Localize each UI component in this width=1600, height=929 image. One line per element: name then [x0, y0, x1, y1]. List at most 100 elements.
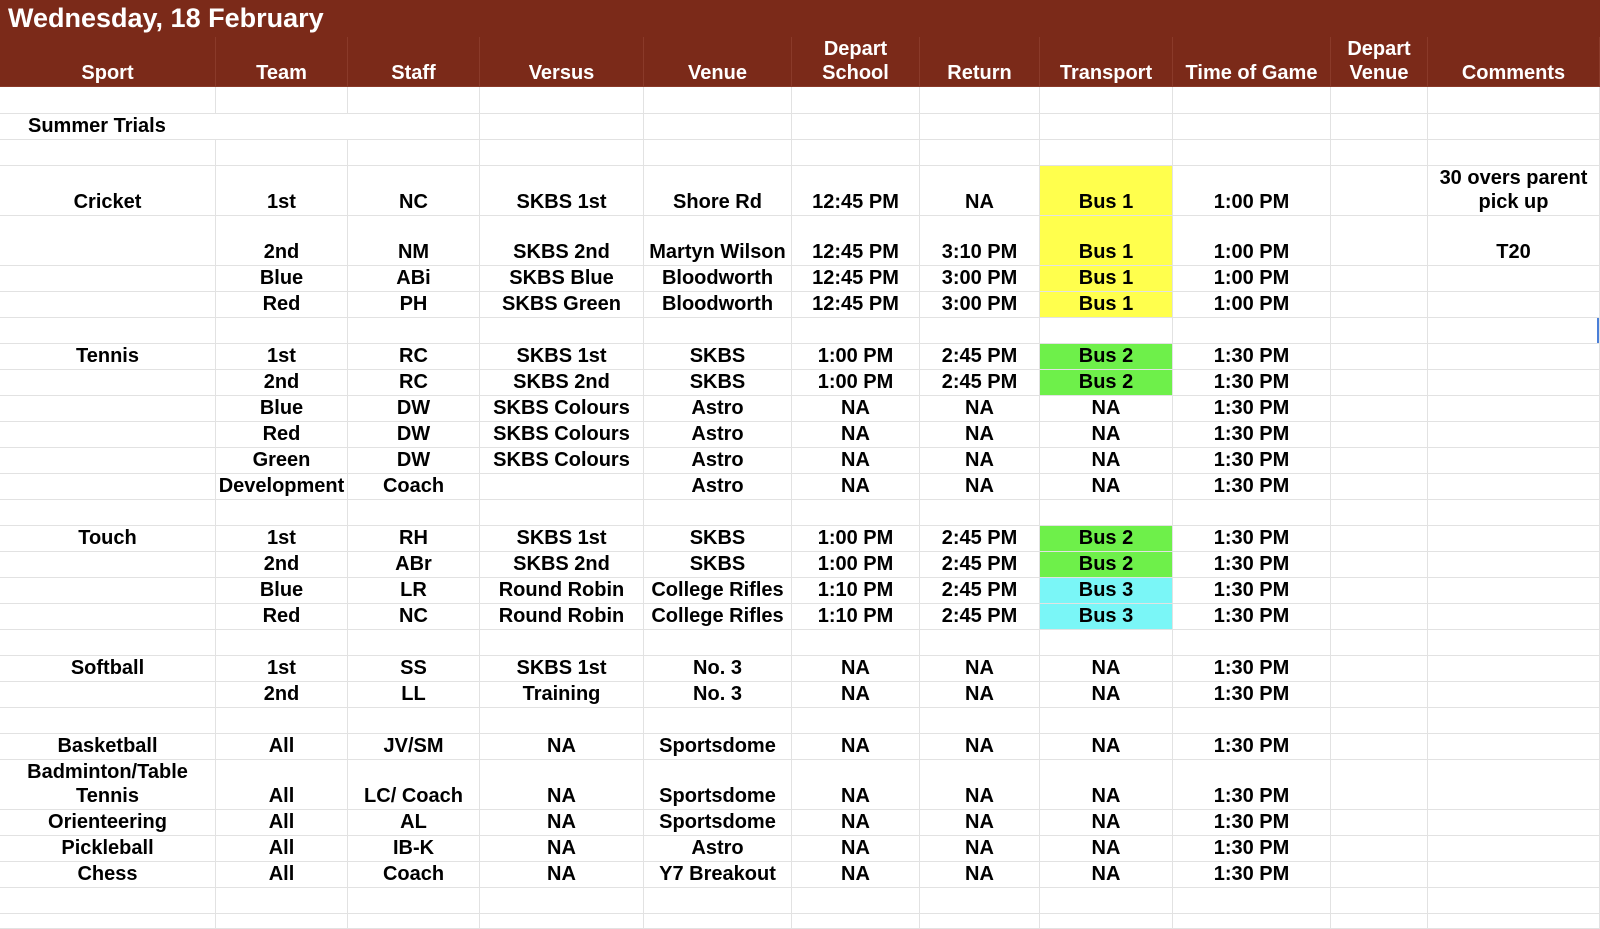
header-depart[interactable]: Depart School: [792, 37, 920, 87]
empty-cell[interactable]: [480, 114, 644, 140]
table-cell-team[interactable]: 1st: [216, 526, 348, 552]
table-cell-staff[interactable]: NM: [348, 216, 480, 266]
empty-cell[interactable]: [792, 87, 920, 114]
empty-cell[interactable]: [644, 140, 792, 166]
empty-cell[interactable]: [0, 318, 216, 344]
empty-cell[interactable]: [644, 888, 792, 914]
table-cell-time[interactable]: 1:30 PM: [1173, 862, 1331, 888]
header-venue[interactable]: Venue: [644, 37, 792, 87]
empty-cell[interactable]: [0, 140, 216, 166]
empty-cell[interactable]: [216, 500, 348, 526]
table-cell-comments[interactable]: [1428, 474, 1600, 500]
table-cell-versus[interactable]: NA: [480, 836, 644, 862]
table-cell-staff[interactable]: ABr: [348, 552, 480, 578]
table-cell-transport[interactable]: Bus 2: [1040, 526, 1173, 552]
table-cell-comments[interactable]: [1428, 266, 1600, 292]
table-cell-versus[interactable]: SKBS Blue: [480, 266, 644, 292]
empty-cell[interactable]: [1173, 114, 1331, 140]
table-cell-versus[interactable]: SKBS Green: [480, 292, 644, 318]
table-cell-venue[interactable]: SKBS: [644, 344, 792, 370]
table-cell-depart-venue[interactable]: [1331, 656, 1428, 682]
table-cell-transport[interactable]: NA: [1040, 448, 1173, 474]
table-cell-comments[interactable]: [1428, 836, 1600, 862]
header-team[interactable]: Team: [216, 37, 348, 87]
empty-cell[interactable]: [792, 888, 920, 914]
table-cell-depart[interactable]: NA: [792, 810, 920, 836]
table-cell-team[interactable]: Development: [216, 474, 348, 500]
empty-cell[interactable]: [480, 914, 644, 929]
table-cell-versus[interactable]: SKBS 2nd: [480, 552, 644, 578]
table-cell-depart-venue[interactable]: [1331, 862, 1428, 888]
table-cell-venue[interactable]: SKBS: [644, 552, 792, 578]
header-transport[interactable]: Transport: [1040, 37, 1173, 87]
table-cell-versus[interactable]: Round Robin: [480, 578, 644, 604]
empty-cell[interactable]: [920, 114, 1040, 140]
empty-cell[interactable]: [1173, 140, 1331, 166]
table-cell-time[interactable]: 1:30 PM: [1173, 370, 1331, 396]
table-cell-venue[interactable]: College Rifles: [644, 604, 792, 630]
table-cell-depart-venue[interactable]: [1331, 810, 1428, 836]
table-cell-transport[interactable]: Bus 3: [1040, 578, 1173, 604]
empty-cell[interactable]: [1040, 500, 1173, 526]
table-cell-venue[interactable]: Bloodworth: [644, 292, 792, 318]
empty-cell[interactable]: [1428, 87, 1600, 114]
table-cell-depart-venue[interactable]: [1331, 578, 1428, 604]
table-cell-venue[interactable]: Astro: [644, 836, 792, 862]
table-cell-versus[interactable]: Round Robin: [480, 604, 644, 630]
empty-cell[interactable]: [216, 888, 348, 914]
table-cell-transport[interactable]: NA: [1040, 836, 1173, 862]
empty-cell[interactable]: [644, 318, 792, 344]
table-cell-depart[interactable]: NA: [792, 396, 920, 422]
empty-cell[interactable]: [1331, 888, 1428, 914]
table-cell-venue[interactable]: Astro: [644, 422, 792, 448]
table-cell-sport[interactable]: [0, 396, 216, 422]
table-cell-venue[interactable]: Astro: [644, 396, 792, 422]
table-cell-sport[interactable]: Chess: [0, 862, 216, 888]
table-cell-comments[interactable]: [1428, 734, 1600, 760]
table-cell-time[interactable]: 1:30 PM: [1173, 526, 1331, 552]
table-cell-staff[interactable]: NC: [348, 166, 480, 216]
empty-cell[interactable]: [792, 318, 920, 344]
table-cell-staff[interactable]: IB-K: [348, 836, 480, 862]
table-cell-return[interactable]: NA: [920, 166, 1040, 216]
table-cell-team[interactable]: All: [216, 760, 348, 810]
table-cell-team[interactable]: 2nd: [216, 682, 348, 708]
empty-cell[interactable]: [1331, 140, 1428, 166]
table-cell-sport[interactable]: [0, 266, 216, 292]
table-cell-comments[interactable]: [1428, 526, 1600, 552]
table-cell-versus[interactable]: SKBS Colours: [480, 396, 644, 422]
table-cell-team[interactable]: 1st: [216, 344, 348, 370]
table-cell-depart-venue[interactable]: [1331, 370, 1428, 396]
table-cell-staff[interactable]: NC: [348, 604, 480, 630]
table-cell-sport[interactable]: Cricket: [0, 166, 216, 216]
table-cell-versus[interactable]: SKBS 1st: [480, 656, 644, 682]
empty-cell[interactable]: [1040, 140, 1173, 166]
table-cell-sport[interactable]: [0, 552, 216, 578]
table-cell-time[interactable]: 1:30 PM: [1173, 474, 1331, 500]
table-cell-depart[interactable]: 1:00 PM: [792, 370, 920, 396]
table-cell-depart[interactable]: NA: [792, 448, 920, 474]
table-cell-depart[interactable]: 12:45 PM: [792, 166, 920, 216]
table-cell-depart[interactable]: NA: [792, 422, 920, 448]
table-cell-depart-venue[interactable]: [1331, 836, 1428, 862]
table-cell-staff[interactable]: PH: [348, 292, 480, 318]
table-cell-team[interactable]: Red: [216, 604, 348, 630]
table-cell-time[interactable]: 1:30 PM: [1173, 604, 1331, 630]
table-cell-depart[interactable]: 1:00 PM: [792, 344, 920, 370]
empty-cell[interactable]: [348, 708, 480, 734]
empty-cell[interactable]: [1428, 140, 1600, 166]
table-cell-depart[interactable]: 1:00 PM: [792, 552, 920, 578]
table-cell-comments[interactable]: [1428, 552, 1600, 578]
empty-cell[interactable]: [1331, 914, 1428, 929]
table-cell-team[interactable]: 2nd: [216, 370, 348, 396]
table-cell-staff[interactable]: DW: [348, 448, 480, 474]
empty-cell[interactable]: [1173, 500, 1331, 526]
table-cell-transport[interactable]: NA: [1040, 862, 1173, 888]
table-cell-comments[interactable]: [1428, 604, 1600, 630]
header-comments[interactable]: Comments: [1428, 37, 1600, 87]
table-cell-versus[interactable]: SKBS 1st: [480, 526, 644, 552]
empty-cell[interactable]: [1040, 914, 1173, 929]
empty-cell[interactable]: [1331, 630, 1428, 656]
table-cell-comments[interactable]: [1428, 862, 1600, 888]
table-cell-return[interactable]: 3:00 PM: [920, 266, 1040, 292]
